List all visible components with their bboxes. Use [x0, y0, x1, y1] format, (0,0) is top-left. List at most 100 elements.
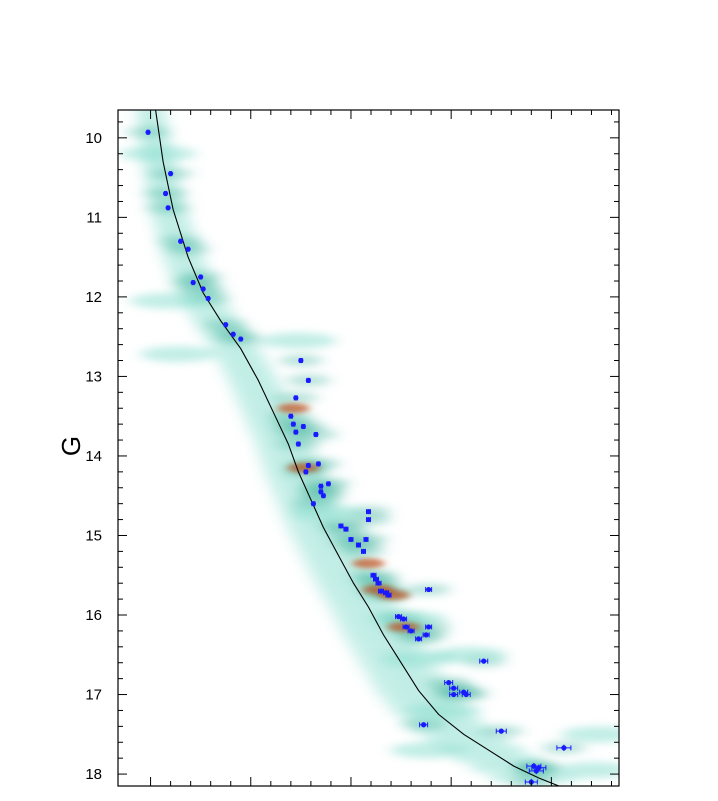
density-blob: [370, 610, 447, 627]
data-point: [531, 764, 547, 771]
y-tick-label: 15: [85, 527, 102, 544]
point-marker: [223, 322, 229, 328]
data-point: [310, 501, 316, 507]
density-blob: [405, 702, 482, 719]
point-marker: [200, 286, 206, 292]
point-marker: [205, 295, 211, 302]
density-band: [324, 600, 402, 613]
density-blob: [260, 332, 337, 349]
density-band: [218, 361, 274, 374]
density-soft-group: [120, 110, 619, 786]
data-point: [293, 429, 299, 435]
density-blob: [555, 762, 619, 779]
data-point: [305, 377, 311, 383]
density-blob: [120, 145, 197, 162]
density-peak: [287, 462, 320, 473]
data-point: [318, 483, 324, 489]
data-point: [365, 509, 372, 515]
data-point: [185, 246, 191, 252]
density-blob: [390, 742, 467, 759]
density-band: [255, 447, 319, 460]
data-point: [205, 295, 211, 302]
point-marker: [293, 395, 299, 401]
point-marker: [168, 171, 174, 177]
data-point: [348, 536, 354, 543]
density-band: [361, 667, 444, 680]
fit-line: [155, 110, 560, 786]
point-marker: [178, 238, 184, 244]
point-marker: [451, 691, 457, 698]
data-point: [556, 744, 572, 752]
point-marker: [198, 274, 204, 280]
data-point: [303, 469, 309, 475]
point-marker: [315, 461, 321, 467]
point-marker: [238, 336, 244, 342]
data-point: [325, 481, 332, 487]
point-marker: [343, 526, 349, 532]
point-marker: [313, 431, 319, 438]
data-point: [402, 624, 410, 630]
data-point: [365, 516, 372, 523]
y-tick-label: 10: [85, 130, 102, 147]
point-marker: [561, 745, 567, 751]
point-marker: [288, 413, 294, 419]
point-marker: [318, 489, 324, 495]
point-marker: [403, 624, 409, 630]
density-blob: [430, 646, 507, 663]
point-marker: [426, 586, 432, 593]
data-point: [479, 658, 489, 664]
data-point: [165, 205, 171, 211]
data-point: [415, 636, 423, 642]
data-point: [419, 722, 429, 728]
data-point: [375, 580, 382, 586]
data-point: [293, 395, 299, 401]
data-point: [449, 691, 459, 698]
y-tick-label: 11: [86, 209, 102, 226]
data-point: [425, 624, 433, 630]
density-band: [223, 371, 280, 384]
point-marker: [290, 421, 296, 427]
data-point: [373, 576, 380, 582]
point-marker: [446, 680, 452, 686]
data-point: [318, 489, 324, 495]
y-tick-label: 13: [85, 368, 102, 385]
point-marker: [481, 658, 487, 664]
point-marker: [303, 469, 309, 475]
data-point: [238, 336, 244, 342]
data-point: [363, 536, 369, 543]
point-marker: [348, 536, 354, 543]
point-marker: [190, 279, 196, 286]
data-point: [461, 691, 471, 698]
data-point: [528, 767, 544, 775]
point-marker: [363, 536, 369, 543]
data-point: [230, 331, 236, 337]
point-marker: [365, 516, 372, 523]
data-point: [200, 286, 206, 292]
point-marker: [318, 483, 324, 489]
density-band: [213, 352, 269, 365]
point-marker: [305, 377, 311, 383]
data-point: [198, 274, 204, 280]
density-band: [151, 218, 195, 231]
y-tick-label: 18: [85, 766, 102, 783]
point-marker: [185, 246, 191, 252]
density-peak: [352, 558, 385, 569]
y-axis-label: G: [56, 436, 86, 456]
point-marker: [300, 423, 306, 430]
density-band: [227, 380, 285, 393]
data-point: [145, 129, 151, 135]
y-tick-label: 14: [85, 448, 102, 465]
data-point: [305, 462, 311, 469]
data-points: [145, 129, 572, 786]
point-marker: [395, 614, 402, 620]
density-blob: [560, 726, 619, 743]
point-marker: [295, 441, 301, 447]
density-band: [135, 113, 169, 126]
plot-frame: [117, 109, 620, 787]
data-point: [407, 628, 415, 634]
density-map: [120, 110, 619, 786]
density-band: [423, 733, 512, 746]
data-point: [343, 526, 349, 532]
data-point: [162, 190, 169, 197]
